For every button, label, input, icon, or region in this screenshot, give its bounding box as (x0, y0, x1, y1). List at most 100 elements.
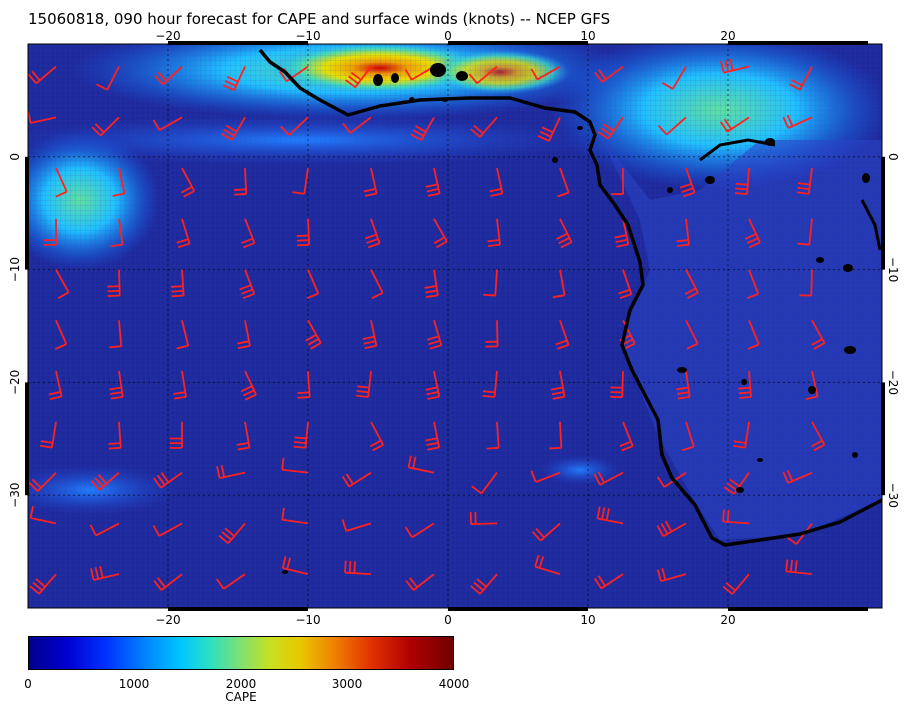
wind-barb (176, 320, 190, 350)
frame-bar-bottom (728, 607, 868, 611)
wind-barb (433, 218, 448, 249)
wind-barb (218, 522, 246, 544)
wind-barb (738, 371, 752, 399)
wind-barb (28, 65, 57, 85)
lat-tick-left: −20 (8, 370, 22, 395)
wind-barb (239, 269, 256, 300)
wind-barb (173, 370, 187, 400)
wind-barb (370, 269, 384, 300)
wind-barb (112, 167, 126, 197)
coastline-west-africa (258, 48, 882, 547)
wind-barb (593, 573, 624, 590)
wind-barb (29, 573, 57, 595)
wind-barb (782, 469, 813, 484)
wind-barb (469, 511, 498, 525)
wind-barb (470, 573, 498, 595)
wind-barb (240, 370, 257, 401)
wind-barb (404, 522, 435, 539)
wind-barb (55, 269, 70, 299)
frame-bar-top (728, 41, 868, 45)
frame-bar-left (25, 382, 29, 496)
lon-tick-bottom: 10 (580, 613, 595, 627)
wind-barb (410, 116, 435, 141)
wind-barb (281, 457, 309, 474)
wind-barb (684, 269, 699, 300)
wind-barb (471, 472, 498, 495)
lat-tick-right: 0 (886, 153, 900, 161)
wind-barb (90, 471, 120, 491)
wind-barb (537, 116, 561, 142)
wind-barb (281, 556, 309, 576)
wind-barb (426, 320, 443, 350)
wind-barb (679, 167, 696, 198)
wind-barb (153, 471, 183, 489)
wind-barb (425, 421, 440, 451)
wind-barb (405, 573, 435, 591)
wind-barb (293, 421, 309, 449)
wind-barb (552, 269, 566, 299)
frame-tick-marks (25, 41, 885, 611)
wind-barb (799, 269, 813, 297)
wind-barb (676, 370, 691, 400)
wind-barb (216, 573, 246, 590)
frame-bar-top (448, 41, 588, 45)
wind-barb (556, 218, 573, 249)
wind-barb (470, 116, 498, 138)
wind-barb (661, 66, 687, 90)
wind-barb (486, 421, 500, 450)
wind-barb (597, 116, 624, 140)
wind-barb (530, 65, 561, 81)
colorbar-label-4: 4000 (438, 677, 470, 691)
wind-barb (483, 269, 498, 297)
wind-barb (241, 218, 256, 249)
wind-barb (594, 65, 624, 83)
wind-barb (746, 269, 760, 300)
wind-barb (281, 507, 309, 525)
wind-barb (656, 520, 687, 537)
lat-tick-left: −30 (8, 483, 22, 508)
wind-barb (109, 370, 124, 400)
wind-barb (110, 218, 124, 248)
wind-barb (306, 269, 320, 300)
colorbar-title: CAPE (225, 690, 257, 704)
wind-barb (363, 167, 378, 197)
wind-barb (482, 371, 498, 398)
wind-barb (233, 168, 248, 196)
wind-barb (221, 116, 246, 141)
wind-barb (342, 116, 372, 134)
lon-tick-top: −10 (295, 29, 320, 43)
wind-barb (55, 167, 68, 198)
wind-barb (785, 559, 813, 576)
wind-barb (611, 168, 625, 196)
wind-barb (297, 371, 311, 399)
wind-barb (789, 66, 813, 91)
wind-barb (811, 421, 826, 452)
wind-barb (425, 167, 441, 197)
wind-barb (619, 421, 634, 452)
wind-barb (54, 320, 68, 350)
wind-barb (341, 519, 372, 532)
wind-barb (747, 320, 760, 350)
wind-barb (782, 114, 813, 129)
wind-barb (720, 58, 750, 74)
wind-barb (216, 465, 246, 479)
lon-tick-top: 20 (720, 29, 735, 43)
lon-tick-top: 10 (580, 29, 595, 43)
wind-barb (797, 218, 813, 246)
wind-barb (614, 218, 630, 248)
wind-barb (296, 218, 311, 247)
wind-barb (805, 370, 819, 400)
colorbar-label-0: 0 (24, 677, 32, 691)
wind-barb (107, 269, 121, 297)
frame-bar-bottom (448, 607, 588, 611)
frame-bar-right (881, 156, 885, 270)
wind-barb (424, 269, 439, 298)
lat-tick-left: 0 (8, 153, 22, 161)
wind-barb (685, 319, 699, 350)
wind-barb (811, 319, 826, 350)
wind-barb (744, 218, 761, 249)
wind-barb (362, 320, 378, 350)
wind-barb (96, 66, 120, 91)
wind-barb (280, 116, 309, 136)
wind-barb (485, 320, 499, 348)
